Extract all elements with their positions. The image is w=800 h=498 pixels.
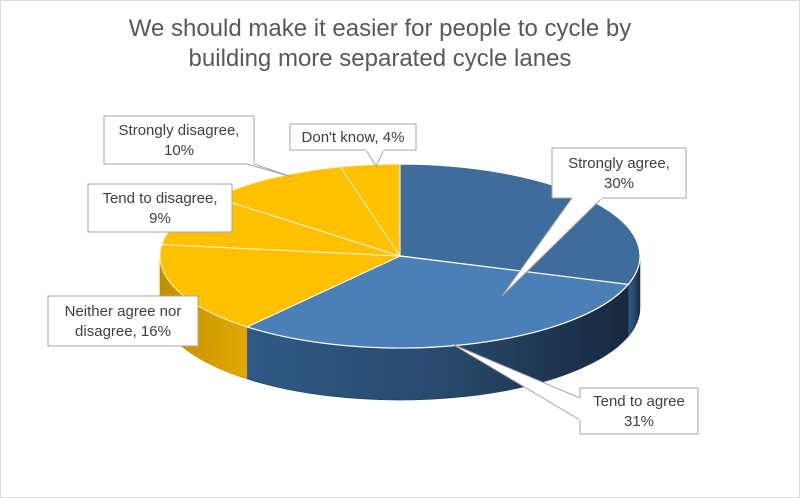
- data-label-text-strongly-disagree-2: 10%: [164, 142, 194, 159]
- pie-slice-don-t-know: [339, 163, 401, 258]
- data-label-text-tend-to-agree-1: Tend to agree: [593, 393, 685, 410]
- callout-box-neither-agree-nor-disagree: [47, 295, 199, 347]
- data-label-text-neither-agree-nor-disagree-2: disagree, 16%: [75, 323, 171, 340]
- data-label-text-tend-to-agree-2: 31%: [624, 413, 654, 430]
- data-label-don-t-know: Don't know, 4%: [289, 123, 417, 168]
- data-label-strongly-disagree: Strongly disagree, 10%: [103, 115, 293, 178]
- data-label-tend-to-disagree: Tend to disagree, 9%: [87, 183, 233, 233]
- callout-box-don-t-know: [289, 123, 417, 151]
- pie-slice-neither-agree-nor-disagree: [159, 243, 401, 328]
- chart-title-line-2: building more separated cycle lanes: [188, 45, 572, 72]
- data-label-text-strongly-agree-2: 30%: [604, 175, 634, 192]
- data-label-text-neither-agree-nor-disagree-1: Neither agree nor: [65, 303, 182, 320]
- pie-slice-tend-to-agree: [245, 255, 630, 349]
- callout-box-tend-to-agree: [579, 387, 699, 435]
- data-label-text-strongly-agree-1: Strongly agree,: [568, 155, 670, 172]
- data-label-strongly-agree: Strongly agree, 30%: [501, 147, 687, 297]
- chart-title-line-1: We should make it easier for people to c…: [128, 15, 632, 42]
- data-label-tend-to-agree: Tend to agree 31%: [451, 343, 699, 435]
- callout-box-strongly-disagree: [103, 115, 255, 165]
- data-label-neither-agree-nor-disagree: Neither agree nor disagree, 16%: [47, 295, 199, 347]
- data-labels: Strongly agree, 30% Tend to agree 31% Neithe…: [47, 115, 699, 435]
- callout-pointer-don-t-know: [365, 149, 385, 168]
- callout-seam-strongly-disagree: [225, 157, 255, 165]
- chart-title: We should make it easier for people to c…: [60, 14, 700, 74]
- data-label-text-strongly-disagree-1: Strongly disagree,: [119, 122, 240, 139]
- data-label-text-don-t-know-1: Don't know, 4%: [302, 129, 405, 146]
- data-label-text-tend-to-disagree-1: Tend to disagree,: [102, 190, 217, 207]
- callout-box-strongly-agree: [551, 147, 687, 199]
- data-label-text-tend-to-disagree-2: 9%: [149, 210, 171, 227]
- pie-slices: [159, 163, 641, 349]
- callout-box-tend-to-disagree: [87, 183, 233, 233]
